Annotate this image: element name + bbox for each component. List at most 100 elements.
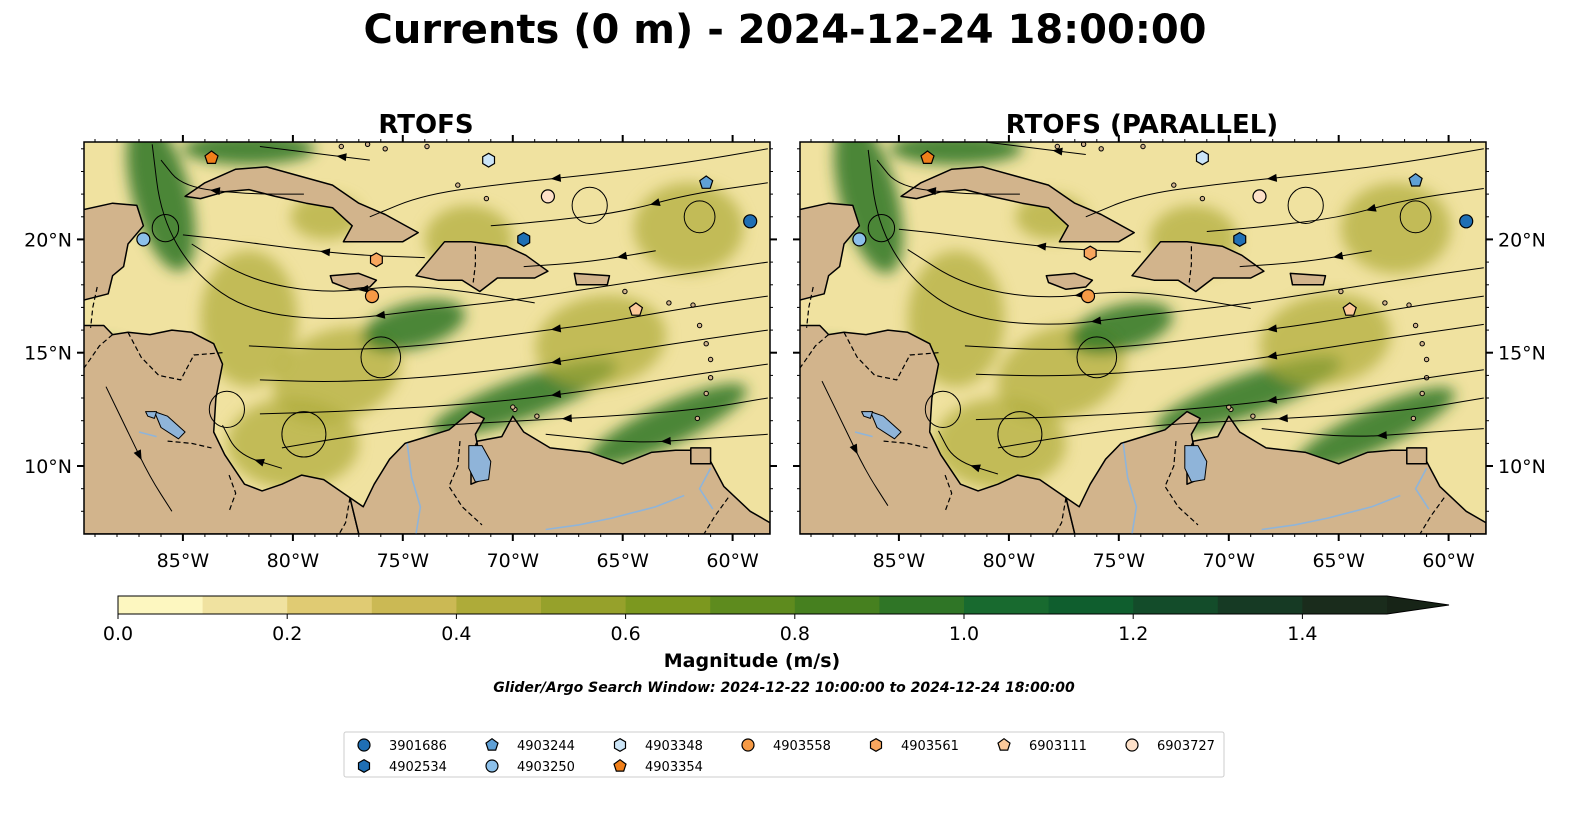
eddy-streamline [208,390,245,428]
island [1419,390,1425,397]
streamline [369,148,768,218]
speed-patch [1340,182,1451,274]
lat-tick-label: 15°N [24,343,72,365]
country-border [127,332,223,381]
legend-marker-3901686 [357,738,371,752]
flow-arrow [550,390,562,399]
panel-title-rtofs: RTOFS [378,110,473,140]
flow-arrow [1266,351,1278,360]
land-jamaica [329,272,378,291]
search-window-caption: Glider/Argo Search Window: 2024-12-22 10… [493,680,1075,696]
lon-tick-label: 60°W [706,550,759,572]
island [1171,182,1177,188]
island [510,404,516,410]
colorbar-tick-label: 1.2 [1118,623,1148,645]
streamline [821,380,889,506]
river [698,467,714,510]
island [455,182,461,188]
streamline [876,159,1020,195]
colorbar-tick-label: 0.2 [272,623,302,645]
island [1098,146,1104,152]
lake [468,445,492,483]
speed-patch [200,250,298,387]
colorbar-outline [117,595,1450,615]
colorbar-ticks: 0.0 0.2 0.4 0.6 0.8 1.0 1.2 1.4 [103,614,1318,645]
flow-arrow [319,248,331,257]
float-3901686-marker [743,214,758,229]
figure-title: Currents (0 m) - 2024-12-24 18:00:00 [364,7,1207,53]
streamline [1085,148,1484,218]
float-6903111-marker [628,302,644,316]
speed-patch [890,142,1023,165]
island [1250,413,1256,419]
country-border [1419,497,1445,534]
colorbar-band [287,596,373,614]
streamlines [105,144,768,512]
colorbar-extend-arrow [1387,596,1449,614]
colorbar-bands [117,595,1450,615]
colorbar-band [1302,596,1388,614]
lon-tick-label: 75°W [377,550,430,572]
legend-marker-6903111 [997,737,1011,751]
eddy-streamline [281,411,327,458]
land-masses [84,142,770,534]
land-cuba [900,166,1135,243]
flow-arrow [254,458,265,467]
legend-marker-4903348 [613,738,627,752]
streamline [105,386,173,512]
country-border [448,441,483,526]
land-trinidad [1406,447,1428,465]
eddy-streamline [1287,186,1324,224]
lon-tick-label: 70°W [487,550,540,572]
land-puerto-rico [1289,272,1327,286]
legend-marker-4903558 [741,738,755,752]
colorbar-tick-label: 0.6 [610,623,640,645]
island [703,390,709,397]
flow-arrow [561,414,572,423]
land-hispaniola [415,240,549,293]
lat-tick-label: 10°N [1498,456,1546,478]
island [696,322,703,329]
colorbar-band [1048,596,1134,614]
eddy-streamline [360,336,402,379]
flow-arrow [1376,431,1387,440]
lon-tick-label: 85°W [157,550,210,572]
country-border [883,440,928,449]
lon-tick-label: 85°W [873,550,926,572]
lake [869,411,902,440]
country-border [1188,246,1193,283]
flow-arrow [1266,173,1278,182]
lat-tick-label: 10°N [24,456,72,478]
flow-arrow [358,284,369,293]
country-border [944,474,953,512]
colorbar-band [456,596,542,614]
colorbar-band [625,596,711,614]
country-border [800,334,829,369]
colorbar-band [794,596,880,614]
colorbar: 0.0 0.2 0.4 0.6 0.8 1.0 1.2 1.4 Magnitude (m/s) [103,595,1450,672]
colorbar-label: Magnitude (m/s) [664,650,841,672]
river [854,431,873,438]
legend-label: 4903561 [901,739,959,754]
speed-patch [226,398,359,489]
lon-tick-label: 80°W [267,550,320,572]
country-border [1054,497,1067,534]
island [707,375,714,381]
flow-arrow [1090,316,1102,325]
river [138,431,157,438]
river [406,443,422,534]
colorbar-tick-label: 1.0 [949,623,979,645]
land-central-america [84,324,360,534]
eddy-streamline [1076,336,1118,379]
flow-arrow [970,464,981,473]
country-border [472,246,476,283]
river [1414,467,1430,510]
float-4903354-marker [920,150,935,164]
lake [861,411,874,419]
legend-label: 4903244 [517,739,575,754]
legend-label: 4902534 [389,760,447,775]
float-markers [136,150,758,316]
legend-label: 4903354 [645,760,703,775]
island [1080,142,1087,147]
